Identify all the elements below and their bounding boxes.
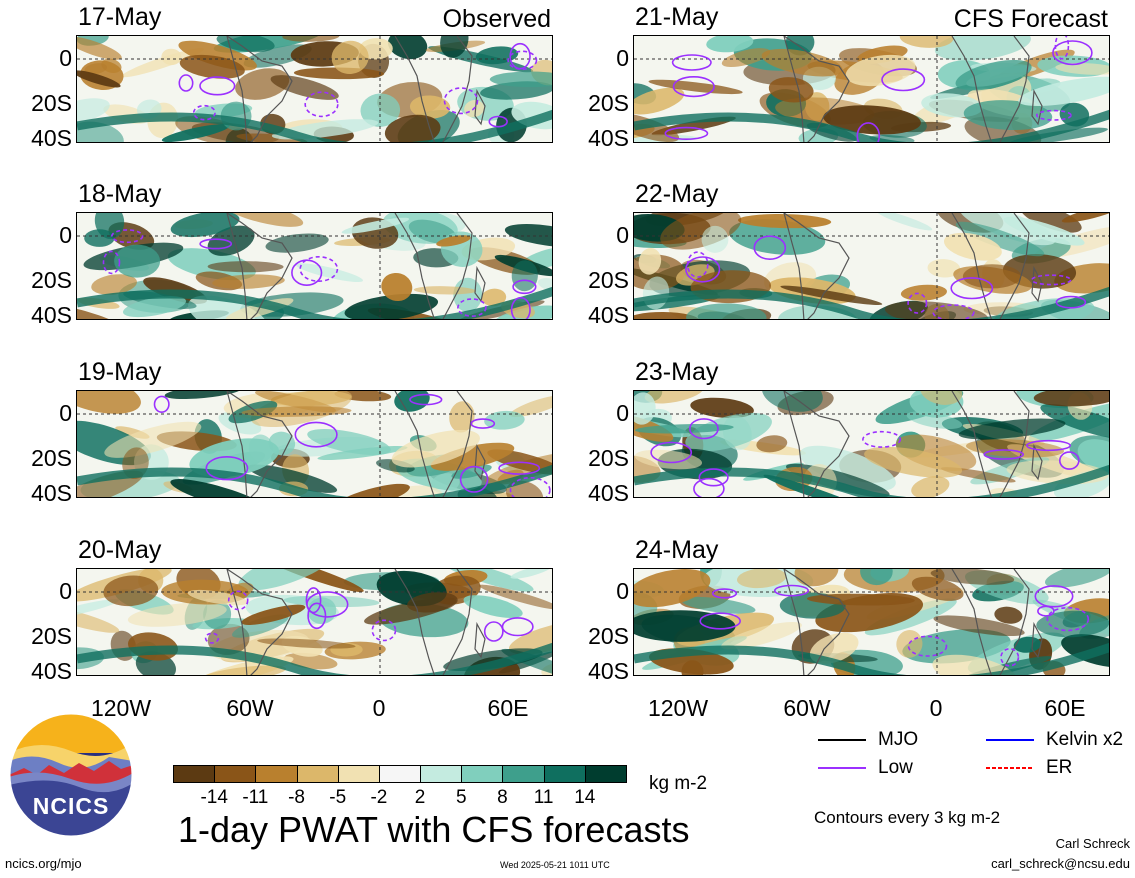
colorbar-tick-label: 5 <box>455 787 467 808</box>
x-tick-120w-left: 120W <box>90 695 152 721</box>
forecast-pwat-map <box>633 568 1110 676</box>
colorbar-bin <box>173 765 215 783</box>
y-tick-label: 0 <box>616 400 629 426</box>
colorbar-tick-label: 2 <box>414 787 426 808</box>
colorbar-tick-label: -14 <box>200 787 228 808</box>
colorbar-bin <box>584 765 626 783</box>
observed-panel-date: 17-May <box>78 3 162 31</box>
legend-er-label: ER <box>1046 757 1073 778</box>
footer-author: Carl Schreck <box>1055 836 1130 851</box>
colorbar-tick-label: 8 <box>497 787 508 808</box>
y-tick-label: 20S <box>588 90 629 116</box>
colorbar-tick-label: -2 <box>370 787 388 808</box>
observed-panel-date: 20-May <box>78 536 162 564</box>
legend-kelvin-label: Kelvin x2 <box>1046 729 1124 750</box>
x-tick-60w-right: 60W <box>783 695 831 721</box>
legend-low-label: Low <box>878 757 913 778</box>
y-tick-label: 20S <box>31 90 72 116</box>
colorbar-tick-label: 14 <box>574 787 596 808</box>
ncics-logo: NCICS <box>9 713 133 837</box>
colorbar-tick-label: -5 <box>329 787 347 808</box>
legend-low-line <box>818 767 866 769</box>
colorbar-units: kg m-2 <box>649 773 708 794</box>
x-tick-60w-left: 60W <box>226 695 274 721</box>
colorbar-tick-label: 11 <box>533 787 554 808</box>
colorbar-bin <box>296 765 338 783</box>
forecast-panel-date: 23-May <box>635 358 719 386</box>
legend-mjo-label: MJO <box>878 729 919 750</box>
contour-note: Contours every 3 kg m-2 <box>814 808 1001 827</box>
x-tick-0-left: 0 <box>372 695 386 721</box>
figure-title: 1-day PWAT with CFS forecasts <box>178 809 690 850</box>
x-tick-60e-right: 60E <box>1044 695 1086 721</box>
observed-panel-date: 19-May <box>78 358 162 386</box>
y-tick-label: 40S <box>31 480 72 506</box>
y-tick-label: 0 <box>616 578 629 604</box>
forecast-panel-date: 24-May <box>635 536 719 564</box>
observed-pwat-map <box>76 35 553 143</box>
forecast-panel-date: 22-May <box>635 180 719 208</box>
y-tick-label: 0 <box>59 578 72 604</box>
logo-text: NCICS <box>32 793 110 819</box>
y-tick-label: 20S <box>588 623 629 649</box>
forecast-pwat-map <box>633 35 1110 143</box>
y-tick-label: 0 <box>616 222 629 248</box>
y-tick-label: 20S <box>31 267 72 293</box>
footer-email: carl_schreck@ncsu.edu <box>991 856 1130 871</box>
y-tick-label: 0 <box>59 400 72 426</box>
y-tick-label: 0 <box>616 45 629 71</box>
colorbar-bin <box>461 765 503 783</box>
y-tick-label: 40S <box>588 658 629 684</box>
footer-timestamp: Wed 2025-05-21 1011 UTC <box>500 860 610 870</box>
observed-pwat-map <box>76 390 553 498</box>
observed-panel-tag: Observed <box>442 5 551 33</box>
colorbar-tick-label: -11 <box>242 787 269 808</box>
footer-url: ncics.org/mjo <box>5 856 82 871</box>
forecast-pwat-map <box>633 212 1110 320</box>
forecast-panel-tag: CFS Forecast <box>953 5 1108 33</box>
colorbar-bin <box>502 765 544 783</box>
legend-kelvin-line <box>986 739 1034 741</box>
legend-er-line <box>986 767 1034 769</box>
forecast-panel-date: 21-May <box>635 3 719 31</box>
observed-pwat-map <box>76 212 553 320</box>
y-tick-label: 20S <box>588 267 629 293</box>
y-tick-label: 40S <box>588 125 629 151</box>
forecast-pwat-map <box>633 390 1110 498</box>
colorbar <box>173 765 627 783</box>
colorbar-bin <box>543 765 585 783</box>
y-tick-label: 40S <box>31 302 72 328</box>
observed-pwat-map <box>76 568 553 676</box>
y-tick-label: 40S <box>31 658 72 684</box>
y-tick-label: 0 <box>59 45 72 71</box>
y-tick-label: 0 <box>59 222 72 248</box>
colorbar-bin <box>378 765 421 783</box>
y-tick-label: 40S <box>588 480 629 506</box>
colorbar-bin <box>214 765 256 783</box>
x-tick-60e-left: 60E <box>487 695 529 721</box>
colorbar-tick-label: -8 <box>288 787 305 808</box>
observed-panel-date: 18-May <box>78 180 162 208</box>
y-tick-label: 20S <box>31 623 72 649</box>
y-tick-label: 40S <box>31 125 72 151</box>
legend-mjo-line <box>818 739 866 741</box>
colorbar-bin <box>337 765 379 783</box>
x-tick-120w-right: 120W <box>647 695 709 721</box>
y-tick-label: 40S <box>588 302 629 328</box>
colorbar-bin <box>255 765 297 783</box>
y-tick-label: 20S <box>31 445 72 471</box>
colorbar-bin <box>420 765 462 783</box>
y-tick-label: 20S <box>588 445 629 471</box>
x-tick-0-right: 0 <box>929 695 943 721</box>
